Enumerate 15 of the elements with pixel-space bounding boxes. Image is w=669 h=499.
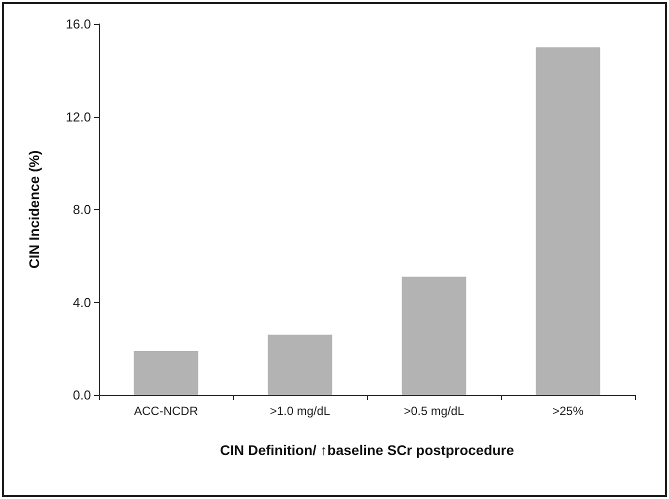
bar: [536, 47, 600, 395]
x-tick-label: >1.0 mg/dL: [270, 404, 331, 418]
bar: [402, 276, 466, 395]
y-tick-label: 16.0: [66, 16, 91, 32]
y-tick-label: 0.0: [72, 388, 91, 402]
x-tick-label: >25%: [552, 404, 584, 418]
x-axis-title: CIN Definition/ ↑baseline SCr postprocedure: [220, 442, 514, 458]
bar: [134, 350, 198, 395]
y-tick-label: 8.0: [72, 202, 91, 217]
bar: [268, 334, 332, 395]
x-tick-label: >0.5 mg/dL: [404, 404, 465, 418]
y-tick-label: 4.0: [72, 294, 91, 310]
y-axis-title: CIN Incidence (%): [26, 150, 42, 269]
x-tick-label: ACC-NCDR: [134, 404, 198, 418]
y-tick-label: 12.0: [66, 109, 91, 124]
